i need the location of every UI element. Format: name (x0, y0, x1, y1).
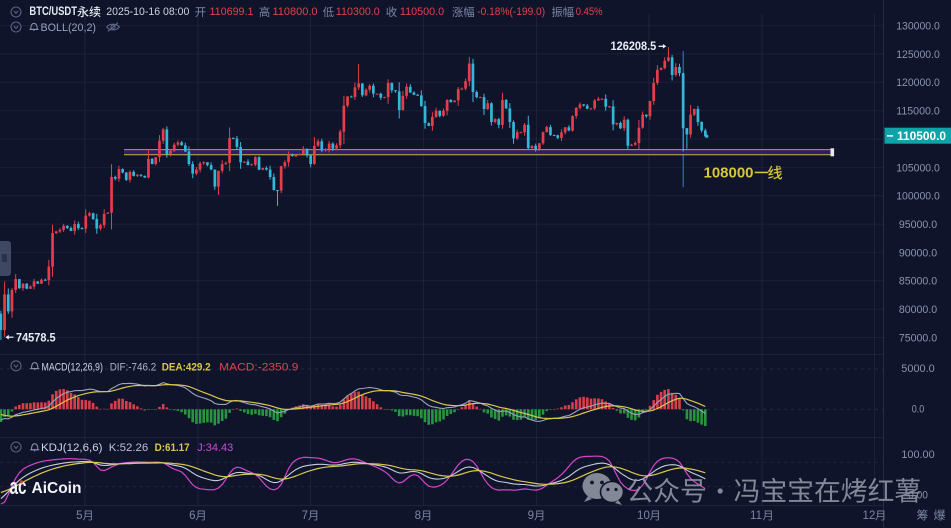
svg-text:BTC/USDT: BTC/USDT (29, 6, 77, 18)
svg-text:126208.5: 126208.5 (611, 39, 657, 53)
svg-text:11: 11 (750, 510, 762, 522)
svg-text:110300.0: 110300.0 (336, 6, 380, 18)
svg-text:105000.0: 105000.0 (896, 162, 940, 174)
svg-text:90000.0: 90000.0 (899, 247, 937, 259)
svg-text:125000.0: 125000.0 (896, 49, 940, 61)
svg-text:-0.18%(-199.0): -0.18%(-199.0) (477, 6, 545, 18)
svg-text:D:61.17: D:61.17 (155, 442, 190, 454)
svg-text:J:34.43: J:34.43 (197, 442, 233, 454)
svg-text:10: 10 (637, 510, 650, 522)
svg-text:100.00: 100.00 (901, 449, 934, 461)
svg-text:2025-10-16 08:00: 2025-10-16 08:00 (106, 6, 189, 18)
svg-text:6: 6 (189, 510, 195, 522)
svg-text:K:52.26: K:52.26 (109, 442, 149, 454)
svg-text:ac: ac (10, 474, 27, 499)
svg-text:DEA:429.2: DEA:429.2 (162, 362, 211, 374)
svg-text:110500.0: 110500.0 (897, 129, 946, 143)
svg-text:130000.0: 130000.0 (896, 21, 940, 33)
svg-text:MACD:-2350.9: MACD:-2350.9 (219, 362, 298, 374)
svg-text:100000.0: 100000.0 (896, 191, 940, 203)
svg-text:AiCoin: AiCoin (32, 480, 82, 497)
svg-text:0.0: 0.0 (912, 403, 925, 415)
svg-text:0.45%: 0.45% (576, 6, 603, 18)
svg-text:MACD(12,26,9): MACD(12,26,9) (42, 362, 103, 374)
svg-text:74578.5: 74578.5 (16, 330, 56, 344)
svg-text:110699.1: 110699.1 (210, 6, 254, 18)
svg-text:7: 7 (302, 510, 308, 522)
svg-text:8: 8 (415, 510, 421, 522)
svg-text:120000.0: 120000.0 (896, 77, 940, 89)
svg-text:75000.0: 75000.0 (899, 332, 937, 344)
svg-text:12: 12 (863, 510, 876, 522)
svg-text:80000.0: 80000.0 (899, 304, 937, 316)
svg-text:5: 5 (76, 510, 82, 522)
svg-text:95000.0: 95000.0 (899, 219, 937, 231)
svg-text:115000.0: 115000.0 (896, 106, 940, 118)
svg-text:9: 9 (528, 510, 534, 522)
svg-text:DIF:-746.2: DIF:-746.2 (110, 362, 157, 374)
svg-text:5000.0: 5000.0 (901, 363, 934, 375)
svg-text:85000.0: 85000.0 (899, 276, 937, 288)
svg-text:108000: 108000 (704, 164, 754, 181)
svg-text:110800.0: 110800.0 (273, 6, 318, 18)
svg-text:110500.0: 110500.0 (400, 6, 444, 18)
svg-text:BOLL(20,2): BOLL(20,2) (41, 22, 97, 34)
svg-text:KDJ(12,6,6): KDJ(12,6,6) (41, 442, 103, 454)
